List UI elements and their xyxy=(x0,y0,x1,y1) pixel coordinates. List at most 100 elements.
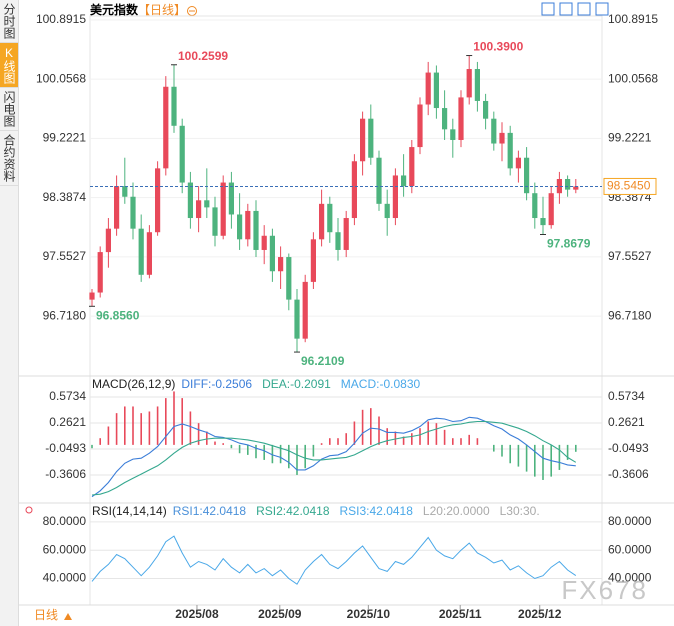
candle-body xyxy=(483,100,489,119)
candle-body xyxy=(466,69,472,98)
tab[interactable]: 分时图 xyxy=(0,0,18,43)
candle-body xyxy=(269,235,275,272)
candle-body xyxy=(368,118,374,158)
y-tick-label: 40.0000 xyxy=(43,571,87,585)
candle-body xyxy=(130,196,136,229)
y-tick-label: 96.7180 xyxy=(43,308,87,322)
candle-body xyxy=(556,179,562,194)
y-tick-label: 0.5734 xyxy=(49,389,86,403)
tab[interactable]: K线图 xyxy=(0,43,18,88)
candle-body xyxy=(187,182,193,219)
candle-body xyxy=(286,257,292,300)
y-tick-label: 60.0000 xyxy=(43,542,87,556)
candle-body xyxy=(97,252,103,293)
y-tick-label: 0.2621 xyxy=(608,415,645,429)
x-tick-label: 2025/10 xyxy=(347,607,391,621)
y-tick-label: 98.3874 xyxy=(43,190,87,204)
sidebar: 分时图 K线图 闪电图 合约资料 xyxy=(0,0,19,626)
candle-body xyxy=(122,186,128,197)
candle-body xyxy=(360,118,366,162)
candle-body xyxy=(409,147,415,187)
candle-body xyxy=(155,168,161,233)
candle-body xyxy=(540,218,546,226)
candle-body xyxy=(327,203,333,233)
candle-body xyxy=(425,72,431,105)
candle-body xyxy=(138,228,144,275)
tab[interactable]: 闪电图 xyxy=(0,88,18,131)
candle-body xyxy=(442,108,448,130)
tab[interactable]: 合约资料 xyxy=(0,131,18,186)
candle-body xyxy=(212,207,218,236)
indicator-line xyxy=(91,420,577,496)
y-tick-label: -0.0493 xyxy=(608,441,649,455)
candle-body xyxy=(491,118,497,144)
candle-body xyxy=(179,125,185,183)
y-tick-label: 100.0568 xyxy=(36,71,86,85)
candle-body xyxy=(253,210,259,250)
tool-icon[interactable] xyxy=(559,2,573,16)
y-tick-label: 97.5527 xyxy=(608,249,652,263)
candle-body xyxy=(499,132,505,144)
y-tick-label: 99.2221 xyxy=(608,131,652,145)
annotation: 97.8679 xyxy=(547,237,591,251)
chart: 美元指数 【日线】 日线 FX678 100.8915 100.8915 100.0… xyxy=(18,2,674,622)
candle-body xyxy=(433,72,439,109)
period-button[interactable]: 日线 xyxy=(34,608,58,622)
legend-entry: DEA:-0.2091 xyxy=(262,377,331,391)
candle-body xyxy=(458,97,464,140)
candle-body xyxy=(376,157,382,204)
candle-body xyxy=(146,232,152,275)
candle-body xyxy=(417,104,423,148)
candle-body xyxy=(171,86,177,126)
candle-body xyxy=(114,186,120,229)
legend-entry: DIFF:-0.2506 xyxy=(181,377,252,391)
y-tick-label: 80.0000 xyxy=(608,514,652,528)
x-tick-label: 2025/11 xyxy=(439,607,482,621)
x-tick-label: 2025/12 xyxy=(518,607,562,621)
watermark: FX678 xyxy=(561,575,648,605)
annotation: 96.8560 xyxy=(96,308,140,322)
candle-body xyxy=(515,157,521,169)
annotation: 100.2599 xyxy=(178,49,228,63)
legend-entry: MACD:-0.0830 xyxy=(341,377,421,391)
x-tick-label: 2025/08 xyxy=(175,607,219,621)
toolbar xyxy=(541,2,609,16)
y-tick-label: -0.0493 xyxy=(45,441,86,455)
candle-body xyxy=(450,129,456,140)
tool-icon[interactable] xyxy=(595,2,609,16)
candle-body xyxy=(105,228,111,253)
y-tick-label: 60.0000 xyxy=(608,542,652,556)
x-tick-label: 2025/09 xyxy=(258,607,302,621)
candle-body xyxy=(261,235,267,250)
candle-body xyxy=(237,214,243,240)
candle-body xyxy=(294,299,300,339)
legend-entry: L20:20.0000 xyxy=(423,504,490,518)
candle-body xyxy=(89,292,95,300)
y-tick-label: 100.8915 xyxy=(36,12,86,26)
candle-body xyxy=(351,161,357,219)
candle-body xyxy=(384,203,390,219)
y-tick-label: 40.0000 xyxy=(608,571,652,585)
legend-entry: L30:30. xyxy=(500,504,540,518)
candle-body xyxy=(392,175,398,219)
candle-body xyxy=(401,175,407,187)
candle-body xyxy=(507,132,513,169)
candle-body xyxy=(163,86,169,169)
candle-body xyxy=(335,232,341,250)
y-tick-label: 96.7180 xyxy=(608,308,652,322)
period: 【日线】 xyxy=(138,3,186,17)
settings-icon[interactable] xyxy=(25,506,33,514)
indicator-line xyxy=(91,535,577,585)
indicator-line xyxy=(91,416,576,498)
candle-body xyxy=(474,69,480,101)
y-tick-label: 100.8915 xyxy=(608,12,658,26)
candle-body xyxy=(302,281,308,339)
candle-body xyxy=(220,182,226,236)
candle-body xyxy=(319,203,325,240)
y-tick-label: 97.5527 xyxy=(43,249,87,263)
candle-body xyxy=(196,200,202,219)
y-tick-label: 99.2221 xyxy=(43,131,87,145)
tool-icon[interactable] xyxy=(577,2,591,16)
tool-icon[interactable] xyxy=(541,2,555,16)
